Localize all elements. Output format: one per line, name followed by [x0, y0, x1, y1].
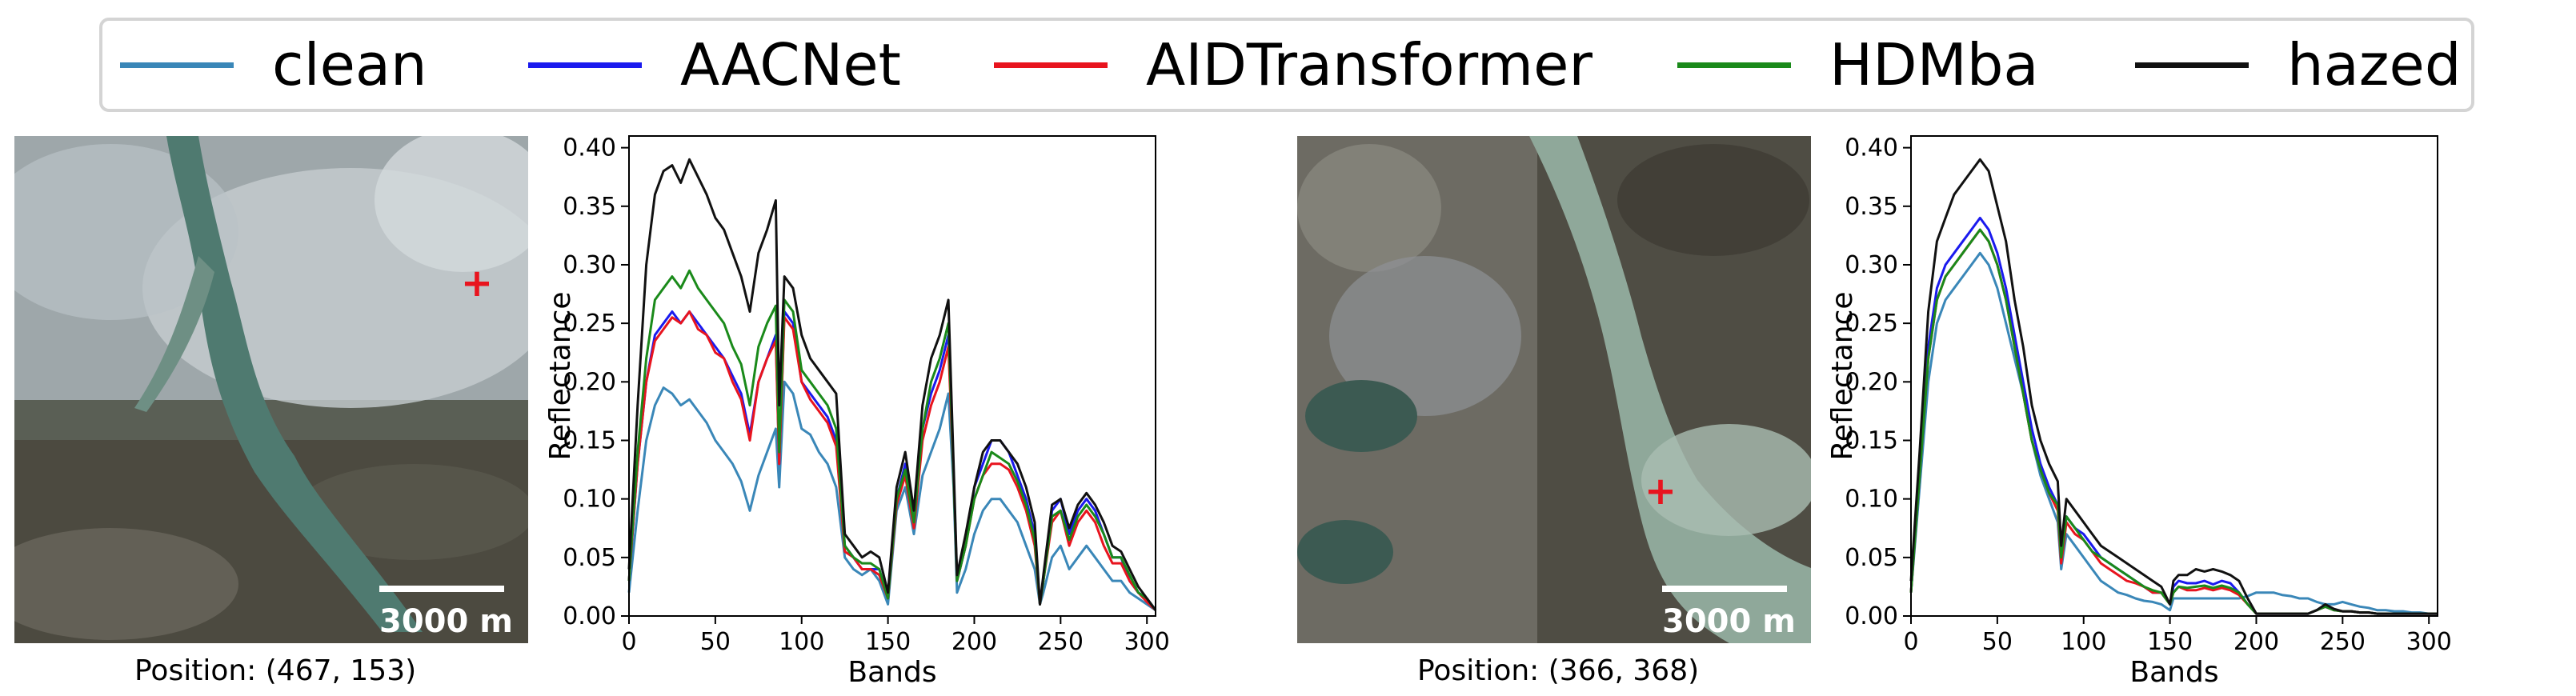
- marker-glyph-1: +: [461, 261, 493, 306]
- series-line-clean: [627, 380, 1156, 611]
- position-caption-1: Position: (467, 153): [134, 654, 417, 687]
- y-axis-label-2: Reflectance: [1826, 291, 1859, 460]
- legend-label-aidtransformer: AIDTransformer: [1146, 31, 1592, 98]
- legend-item-aacnet: AACNet: [528, 21, 901, 109]
- legend-item-clean: clean: [120, 21, 427, 109]
- legend-label-aacnet: AACNet: [680, 31, 901, 98]
- y-tick-label: 0.30: [563, 251, 616, 279]
- y-tick-label: 0.20: [563, 368, 616, 396]
- x-tick-label: 100: [2061, 628, 2106, 656]
- legend-item-hazed: hazed: [2135, 21, 2462, 109]
- satellite-image-2: + 3000 m: [1297, 136, 1811, 643]
- x-tick-label: 250: [1038, 628, 1084, 656]
- legend-line-hdmba: [1677, 62, 1791, 68]
- x-axis-label-1: Bands: [847, 656, 936, 689]
- series-line-hdmba: [1909, 228, 2438, 615]
- legend-item-aidtransformer: AIDTransformer: [994, 21, 1592, 109]
- x-tick-label: 300: [1124, 628, 1170, 656]
- satellite-image-1: + 3000 m: [14, 136, 528, 643]
- legend-label-hazed: hazed: [2287, 31, 2462, 98]
- x-tick-label: 0: [1903, 628, 1918, 656]
- scale-bar-1: [379, 586, 504, 592]
- series-line-aacnet: [1909, 216, 2438, 615]
- series-line-aidtransformer: [1909, 228, 2438, 615]
- marker-glyph-2: +: [1645, 469, 1677, 514]
- x-tick-label: 150: [865, 628, 911, 656]
- x-tick-label: 50: [700, 628, 731, 656]
- y-tick-label: 0.20: [1845, 368, 1898, 396]
- scale-bar-2: [1662, 586, 1787, 592]
- x-tick-label: 200: [2233, 628, 2279, 656]
- y-tick-label: 0.25: [563, 310, 616, 338]
- y-tick-label: 0.30: [1845, 251, 1898, 279]
- y-tick-label: 0.05: [563, 544, 616, 572]
- spectrum-chart-2: 0 50 100 150 200 250 300 0.00 0.05 0.10 0.15 0.20 0.…: [1807, 133, 2463, 693]
- y-tick-label: 0.15: [1845, 426, 1898, 454]
- spectrum-chart-1: 0 50 100 150 200 250 300 0.00 0.05 0.10 0.15 0.20 0.…: [525, 133, 1181, 693]
- legend-label-hdmba: HDMba: [1829, 31, 2039, 98]
- chart-legend: clean AACNet AIDTransformer HDMba hazed: [99, 18, 2474, 112]
- series-line-hazed: [1909, 158, 2438, 615]
- y-tick-label: 0.00: [563, 602, 616, 630]
- y-tick-label: 0.10: [563, 486, 616, 514]
- y-tick-label: 0.40: [563, 134, 616, 162]
- x-axis-label-2: Bands: [2129, 656, 2218, 689]
- y-tick-label: 0.05: [1845, 544, 1898, 572]
- y-tick-label: 0.35: [1845, 193, 1898, 221]
- legend-line-clean: [120, 62, 234, 68]
- x-tick-label: 0: [621, 628, 636, 656]
- y-tick-label: 0.25: [1845, 310, 1898, 338]
- x-tick-label: 150: [2147, 628, 2193, 656]
- legend-line-hazed: [2135, 62, 2249, 68]
- y-axis-label-1: Reflectance: [544, 291, 577, 460]
- y-tick-label: 0.00: [1845, 602, 1898, 630]
- crosshair-marker-1: +: [461, 261, 493, 306]
- y-tick-label: 0.40: [1845, 134, 1898, 162]
- y-tick-label: 0.15: [563, 426, 616, 454]
- y-tick-label: 0.10: [1845, 486, 1898, 514]
- scale-label-2: 3000 m: [1662, 603, 1796, 640]
- legend-line-aacnet: [528, 62, 642, 68]
- crosshair-marker-2: +: [1645, 469, 1677, 514]
- legend-item-hdmba: HDMba: [1677, 21, 2039, 109]
- series-line-clean: [1909, 251, 2438, 615]
- x-tick-label: 200: [951, 628, 997, 656]
- scale-label-1: 3000 m: [379, 603, 513, 640]
- series-line-hazed: [627, 158, 1157, 611]
- x-tick-label: 50: [1982, 628, 2013, 656]
- position-caption-2: Position: (366, 368): [1417, 654, 1700, 687]
- x-tick-label: 300: [2406, 628, 2452, 656]
- x-tick-label: 250: [2320, 628, 2366, 656]
- legend-label-clean: clean: [272, 31, 427, 98]
- y-tick-label: 0.35: [563, 193, 616, 221]
- x-tick-label: 100: [779, 628, 824, 656]
- legend-line-aidtransformer: [994, 62, 1108, 68]
